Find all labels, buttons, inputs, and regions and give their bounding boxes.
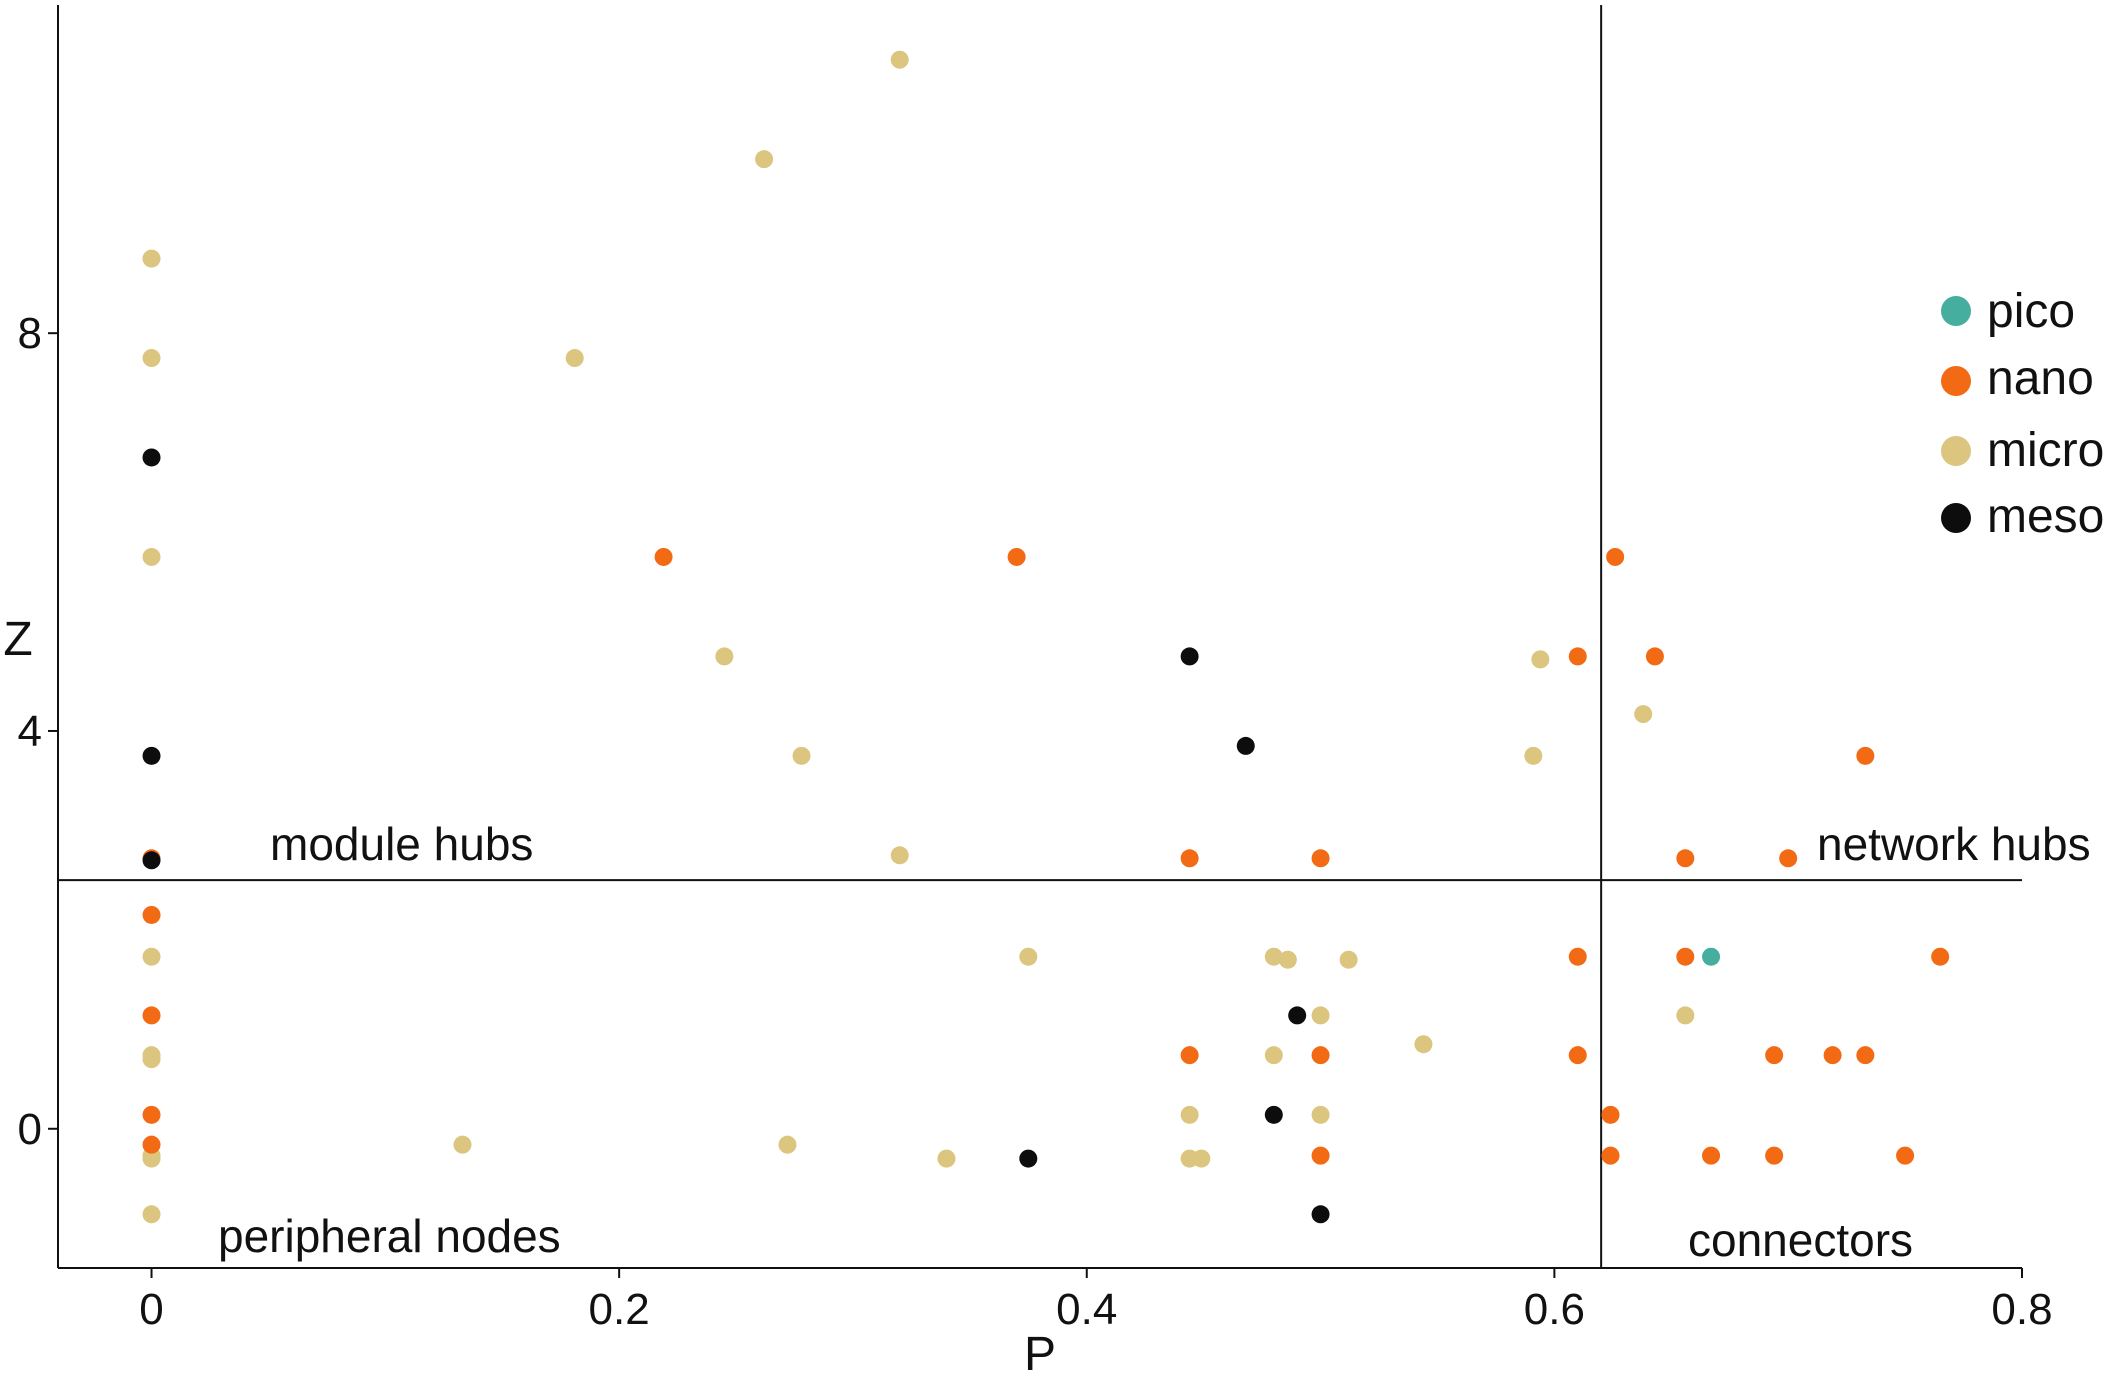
data-point-nano: [1311, 1146, 1330, 1165]
data-point-nano: [142, 1135, 161, 1154]
data-point-nano: [1823, 1046, 1842, 1065]
data-point-meso: [1180, 647, 1199, 666]
data-point-nano: [1765, 1146, 1784, 1165]
data-point-nano: [1180, 849, 1199, 868]
data-point-micro: [142, 1050, 161, 1069]
region-label-peripheral-nodes: peripheral nodes: [218, 1210, 561, 1262]
x-axis-title: P: [1024, 1328, 1056, 1377]
x-ticks: 0 0.2 0.4 0.6 0.8: [139, 1268, 2053, 1334]
data-point-nano: [1007, 547, 1026, 566]
data-points: [142, 50, 1950, 1224]
data-point-nano: [1606, 547, 1625, 566]
data-point-micro: [565, 349, 584, 368]
region-label-connectors: connectors: [1688, 1214, 1913, 1266]
data-point-micro: [1634, 705, 1653, 724]
data-point-micro: [142, 1205, 161, 1224]
region-labels: module hubs network hubs peripheral node…: [218, 818, 2091, 1266]
data-point-nano: [142, 1006, 161, 1025]
x-tick-label: 0: [139, 1285, 163, 1334]
data-point-nano: [1568, 947, 1587, 966]
data-point-micro: [1192, 1149, 1211, 1168]
data-point-nano: [1676, 947, 1695, 966]
region-label-module-hubs: module hubs: [270, 818, 533, 870]
data-point-nano: [1779, 849, 1798, 868]
data-point-nano: [1311, 849, 1330, 868]
legend-marker-meso: [1941, 503, 1971, 533]
data-point-nano: [142, 905, 161, 924]
data-point-nano: [1765, 1046, 1784, 1065]
y-tick-label: 4: [18, 707, 42, 756]
data-point-micro: [890, 846, 909, 865]
data-point-micro: [1414, 1035, 1433, 1054]
data-point-nano: [1568, 647, 1587, 666]
data-point-nano: [654, 547, 673, 566]
data-point-micro: [1311, 1105, 1330, 1124]
data-point-meso: [142, 851, 161, 870]
data-point-nano: [142, 1105, 161, 1124]
data-point-meso: [1288, 1006, 1307, 1025]
legend-label-nano: nano: [1987, 352, 2094, 405]
data-point-micro: [142, 349, 161, 368]
y-tick-label: 8: [18, 309, 42, 358]
data-point-nano: [1601, 1146, 1620, 1165]
x-tick-label: 0.6: [1524, 1285, 1585, 1334]
data-point-micro: [937, 1149, 956, 1168]
y-tick-label: 0: [18, 1105, 42, 1154]
data-point-nano: [1856, 1046, 1875, 1065]
data-point-micro: [755, 150, 774, 169]
y-axis-title: Z: [3, 613, 32, 666]
data-point-micro: [1311, 1006, 1330, 1025]
data-point-meso: [1236, 736, 1255, 755]
x-tick-label: 0.8: [1991, 1285, 2052, 1334]
data-point-micro: [453, 1135, 472, 1154]
threshold-lines: [58, 5, 2022, 1268]
data-point-micro: [1524, 746, 1543, 765]
axes: [57, 5, 2022, 1269]
legend-marker-nano: [1941, 366, 1971, 396]
data-point-nano: [1676, 849, 1695, 868]
data-point-meso: [1264, 1105, 1283, 1124]
legend: pico nano micro meso: [1941, 285, 2104, 543]
legend-label-pico: pico: [1987, 285, 2075, 338]
data-point-meso: [142, 448, 161, 467]
data-point-pico: [1702, 947, 1721, 966]
legend-marker-micro: [1941, 436, 1971, 466]
data-point-meso: [1019, 1149, 1038, 1168]
data-point-micro: [1676, 1006, 1695, 1025]
data-point-micro: [1264, 947, 1283, 966]
legend-label-meso: meso: [1987, 490, 2104, 543]
x-tick-label: 0.2: [589, 1285, 650, 1334]
legend-label-micro: micro: [1987, 424, 2104, 477]
region-label-network-hubs: network hubs: [1817, 818, 2091, 870]
data-point-nano: [1180, 1046, 1199, 1065]
data-point-nano: [1645, 647, 1664, 666]
data-point-nano: [1702, 1146, 1721, 1165]
data-point-micro: [1264, 1046, 1283, 1065]
data-point-meso: [142, 746, 161, 765]
data-point-micro: [792, 746, 811, 765]
data-point-micro: [1531, 650, 1550, 669]
y-ticks: 0 4 8: [18, 309, 58, 1154]
x-tick-label: 0.4: [1056, 1285, 1117, 1334]
data-point-micro: [1019, 947, 1038, 966]
data-point-micro: [142, 947, 161, 966]
data-point-meso: [1311, 1205, 1330, 1224]
data-point-micro: [715, 647, 734, 666]
legend-marker-pico: [1941, 296, 1971, 326]
data-point-nano: [1896, 1146, 1915, 1165]
data-point-micro: [142, 547, 161, 566]
data-point-nano: [1601, 1105, 1620, 1124]
data-point-micro: [1180, 1105, 1199, 1124]
data-point-nano: [1856, 746, 1875, 765]
data-point-micro: [1339, 950, 1358, 969]
data-point-micro: [1278, 950, 1297, 969]
data-point-micro: [890, 50, 909, 69]
data-point-micro: [142, 249, 161, 268]
data-point-nano: [1931, 947, 1950, 966]
data-point-micro: [142, 1149, 161, 1168]
data-point-nano: [1568, 1046, 1587, 1065]
data-point-nano: [1311, 1046, 1330, 1065]
data-point-micro: [778, 1135, 797, 1154]
